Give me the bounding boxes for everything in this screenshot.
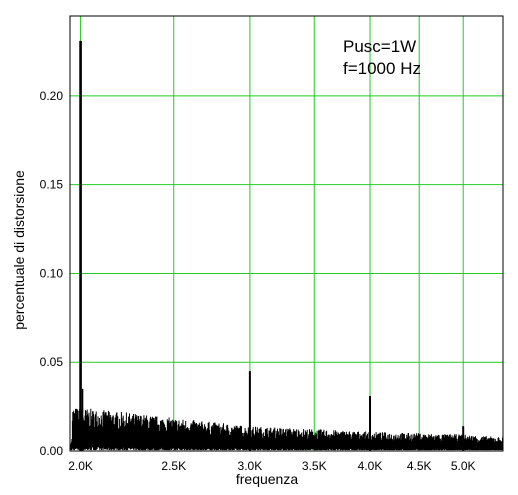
x-tick-label: 3.5K bbox=[302, 459, 327, 473]
grid-lines bbox=[70, 16, 503, 451]
x-tick-label: 2.5K bbox=[161, 459, 186, 473]
y-tick-label: 0.10 bbox=[40, 266, 64, 280]
y-axis-label: percentuale di distorsione bbox=[11, 170, 27, 330]
noise-floor-trace bbox=[70, 408, 504, 451]
y-tick-label: 0.15 bbox=[40, 178, 64, 192]
plot-frame bbox=[69, 15, 504, 452]
x-tick-label: 3.0K bbox=[238, 459, 263, 473]
annotation-frequency: f=1000 Hz bbox=[343, 59, 421, 78]
x-tick-label: 4.5K bbox=[407, 459, 432, 473]
y-tick-labels: 0.00 0.05 0.10 0.15 0.20 bbox=[40, 89, 64, 458]
x-tick-label: 4.0K bbox=[358, 459, 383, 473]
y-tick-label: 0.20 bbox=[40, 89, 64, 103]
x-tick-label: 2.0K bbox=[68, 459, 93, 473]
spectrum-trace bbox=[70, 40, 504, 451]
x-tick-label: 5.0K bbox=[451, 459, 476, 473]
x-tick-labels: 2.0K 2.5K 3.0K 3.5K 4.0K 4.5K 5.0K bbox=[68, 459, 475, 473]
plot-area bbox=[70, 16, 503, 451]
x-axis-label: frequenza bbox=[236, 471, 298, 487]
y-tick-label: 0.05 bbox=[40, 355, 64, 369]
y-tick-label: 0.00 bbox=[40, 444, 64, 458]
annotation-power: Pusc=1W bbox=[343, 37, 416, 56]
